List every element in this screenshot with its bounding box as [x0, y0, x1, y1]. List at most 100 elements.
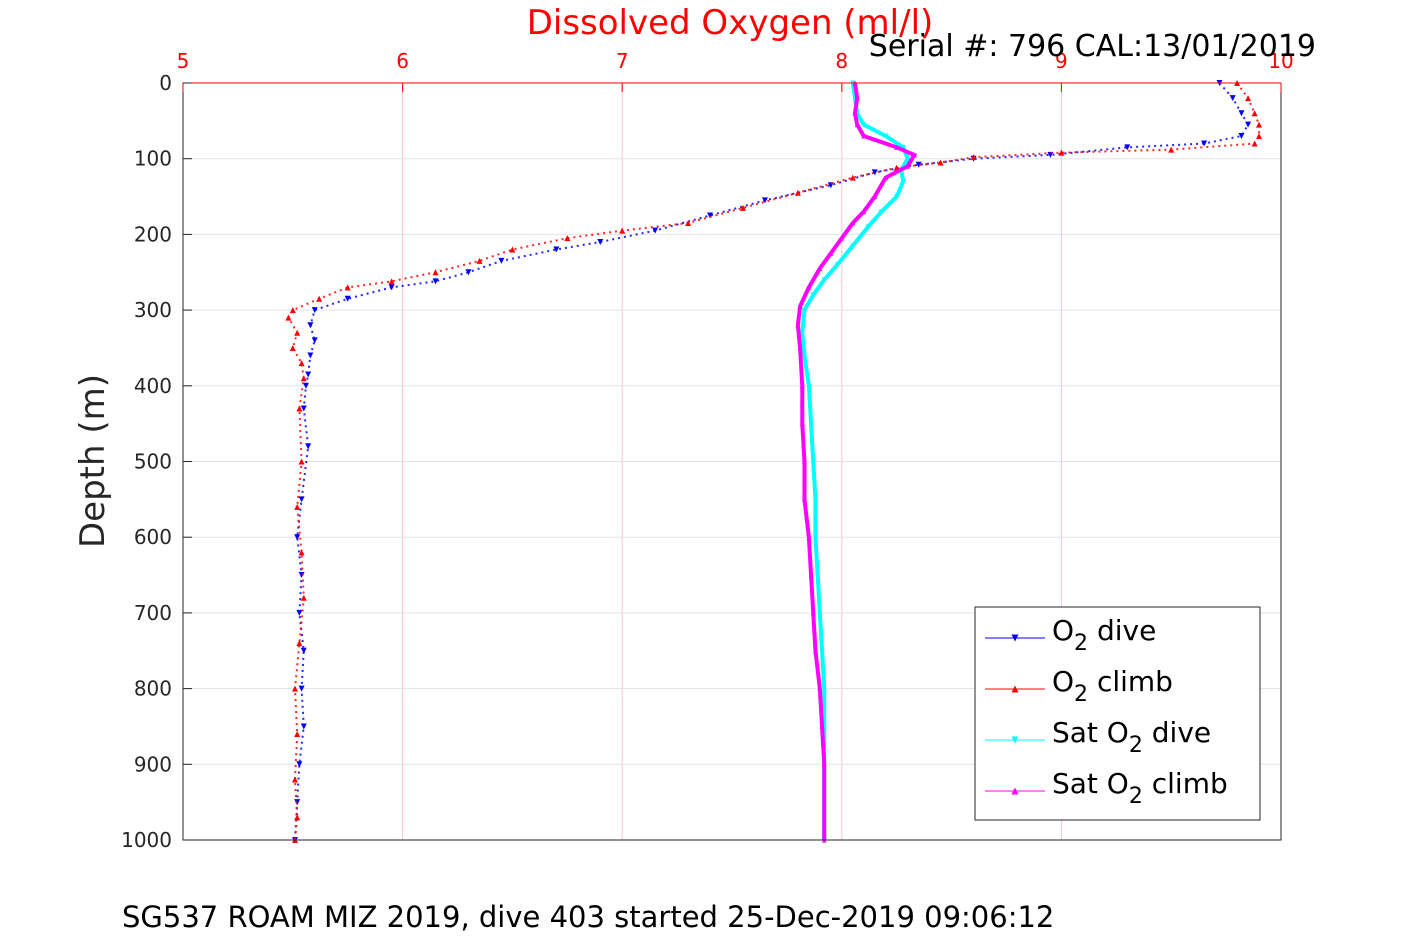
data-point	[344, 284, 351, 291]
data-point	[294, 329, 301, 336]
series-sat-o2-climb	[795, 80, 918, 843]
data-point	[302, 382, 309, 389]
data-point	[854, 122, 860, 128]
data-point	[854, 95, 860, 101]
data-point	[819, 648, 825, 654]
data-point	[834, 262, 840, 268]
data-point	[388, 284, 395, 291]
data-point	[597, 238, 604, 245]
legend-entries: O2 dive O2 climb Sat O2 dive Sat O2 climb	[985, 614, 1228, 809]
data-point	[298, 458, 305, 465]
data-point	[296, 609, 303, 616]
data-point	[291, 685, 298, 692]
data-point	[498, 257, 505, 264]
data-point	[795, 322, 801, 328]
data-point	[1256, 132, 1263, 139]
data-point	[1168, 146, 1175, 153]
data-point	[797, 345, 803, 351]
data-point	[812, 496, 818, 502]
x-tick-label: 7	[616, 49, 629, 73]
data-point	[810, 610, 816, 616]
data-point	[861, 122, 867, 128]
data-point	[894, 194, 900, 200]
data-point	[878, 209, 884, 215]
legend-label: O2 dive	[1052, 614, 1156, 656]
data-point	[509, 246, 516, 253]
data-point	[839, 235, 845, 241]
data-point	[298, 549, 305, 556]
x-tick-labels: 5 6 7 8 9 10	[177, 49, 1294, 92]
x-tick-label: 8	[835, 49, 848, 73]
data-point	[761, 197, 768, 204]
data-point	[799, 421, 805, 427]
data-point	[883, 175, 889, 181]
legend-swatch-marker	[1011, 634, 1019, 642]
x-tick-label: 6	[396, 49, 409, 73]
data-point	[553, 246, 560, 253]
data-point	[307, 352, 314, 359]
data-point	[819, 723, 825, 729]
data-point	[300, 405, 307, 412]
data-point	[808, 572, 814, 578]
data-point	[316, 295, 323, 302]
data-point	[915, 161, 922, 168]
chart-title: Dissolved Oxygen (ml/l)	[527, 3, 934, 43]
x-tick-label: 5	[177, 49, 190, 73]
y-tick-label: 600	[134, 525, 172, 549]
data-point	[799, 383, 805, 389]
y-tick-label: 1000	[121, 828, 172, 852]
data-point	[817, 265, 823, 271]
footer-caption: SG537 ROAM MIZ 2019, dive 403 started 25…	[122, 900, 1054, 934]
legend-swatch-marker	[1011, 787, 1019, 795]
data-point	[812, 534, 818, 540]
legend-box	[974, 606, 1261, 821]
data-point	[828, 250, 834, 256]
data-point	[296, 761, 303, 768]
data-point	[298, 496, 305, 503]
data-point	[300, 647, 307, 654]
data-point	[739, 204, 746, 211]
data-point	[298, 685, 305, 692]
data-point	[1124, 144, 1131, 151]
data-point	[911, 152, 917, 158]
data-point	[564, 235, 571, 242]
y-tick-label: 200	[134, 222, 172, 246]
y-tick-label: 800	[134, 677, 172, 701]
data-point	[476, 257, 483, 264]
data-point	[619, 227, 626, 234]
data-point	[465, 269, 472, 276]
data-point	[296, 405, 303, 412]
data-point	[305, 443, 312, 450]
data-point	[1256, 121, 1263, 128]
data-point	[294, 503, 301, 510]
data-point	[432, 278, 439, 285]
data-point	[810, 292, 816, 298]
data-point	[806, 284, 812, 290]
data-point	[1201, 140, 1208, 147]
data-point	[871, 169, 878, 176]
data-point	[294, 731, 301, 738]
data-point	[300, 594, 307, 601]
x-tick-label: 10	[1268, 49, 1293, 73]
x-tick-label: 9	[1055, 49, 1068, 73]
data-point	[797, 303, 803, 309]
data-point	[1238, 110, 1245, 117]
data-point	[311, 307, 318, 314]
data-point	[817, 686, 823, 692]
data-point	[1245, 121, 1252, 128]
data-point	[900, 144, 906, 150]
data-point	[300, 375, 307, 382]
series-o2-climb	[285, 80, 1263, 843]
data-point	[970, 154, 977, 161]
data-point	[296, 640, 303, 647]
data-point	[852, 110, 858, 116]
y-tick-label: 700	[134, 601, 172, 625]
y-tick-label: 500	[134, 450, 172, 474]
data-point	[850, 220, 856, 226]
data-point	[291, 776, 298, 783]
legend-label: O2 climb	[1052, 665, 1173, 707]
data-point	[294, 814, 301, 821]
data-point	[799, 330, 805, 336]
data-point	[806, 534, 812, 540]
data-point	[307, 322, 314, 329]
